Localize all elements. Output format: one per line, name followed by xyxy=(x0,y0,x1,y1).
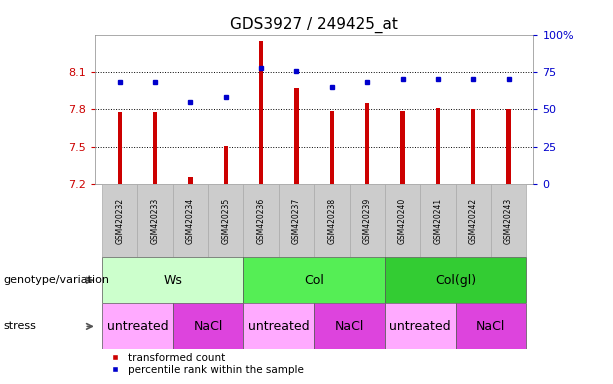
Bar xyxy=(102,257,243,303)
Text: untreated: untreated xyxy=(248,320,310,333)
Text: GSM420233: GSM420233 xyxy=(151,198,159,244)
Text: Col(gl): Col(gl) xyxy=(435,274,476,287)
Bar xyxy=(102,184,137,257)
Text: genotype/variation: genotype/variation xyxy=(3,275,109,285)
Bar xyxy=(455,184,491,257)
Text: untreated: untreated xyxy=(107,320,168,333)
Bar xyxy=(420,184,455,257)
Text: GSM420241: GSM420241 xyxy=(433,198,443,244)
Bar xyxy=(188,177,192,184)
Text: NaCl: NaCl xyxy=(335,320,364,333)
Bar xyxy=(243,303,314,349)
Text: stress: stress xyxy=(3,321,36,331)
Bar xyxy=(173,303,243,349)
Text: GSM420239: GSM420239 xyxy=(363,198,371,244)
Bar xyxy=(243,257,385,303)
Bar xyxy=(491,184,526,257)
Legend: transformed count, percentile rank within the sample: transformed count, percentile rank withi… xyxy=(100,349,308,379)
Text: NaCl: NaCl xyxy=(476,320,506,333)
Bar xyxy=(506,109,511,184)
Bar xyxy=(330,111,334,184)
Bar xyxy=(208,184,243,257)
Bar xyxy=(400,111,405,184)
Text: Col: Col xyxy=(304,274,324,287)
Bar xyxy=(385,303,455,349)
Bar xyxy=(153,112,157,184)
Bar xyxy=(314,303,385,349)
Bar xyxy=(259,41,263,184)
Text: GSM420236: GSM420236 xyxy=(257,198,265,244)
Bar xyxy=(471,109,475,184)
Text: GSM420232: GSM420232 xyxy=(115,198,124,244)
Text: GSM420238: GSM420238 xyxy=(327,198,337,244)
Bar xyxy=(349,184,385,257)
Bar xyxy=(294,88,299,184)
Bar xyxy=(365,103,369,184)
Title: GDS3927 / 249425_at: GDS3927 / 249425_at xyxy=(230,17,398,33)
Text: Ws: Ws xyxy=(163,274,182,287)
Bar xyxy=(137,184,173,257)
Text: GSM420237: GSM420237 xyxy=(292,198,301,244)
Text: GSM420235: GSM420235 xyxy=(221,198,230,244)
Text: GSM420242: GSM420242 xyxy=(469,198,478,244)
Bar xyxy=(173,184,208,257)
Bar xyxy=(314,184,349,257)
Text: untreated: untreated xyxy=(389,320,451,333)
Bar xyxy=(455,303,526,349)
Bar xyxy=(118,112,122,184)
Text: GSM420243: GSM420243 xyxy=(504,198,513,244)
Bar xyxy=(436,108,440,184)
Bar xyxy=(385,257,526,303)
Bar xyxy=(279,184,314,257)
Text: GSM420240: GSM420240 xyxy=(398,198,407,244)
Bar xyxy=(102,303,173,349)
Bar xyxy=(385,184,420,257)
Text: NaCl: NaCl xyxy=(194,320,223,333)
Text: GSM420234: GSM420234 xyxy=(186,198,195,244)
Bar xyxy=(224,146,228,184)
Bar xyxy=(243,184,279,257)
